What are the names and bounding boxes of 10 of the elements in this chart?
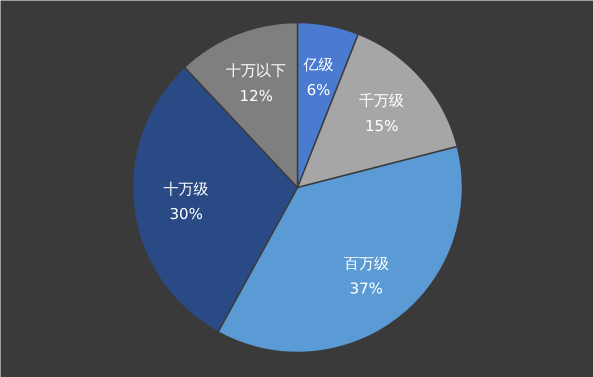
slice-label: 十万级	[164, 180, 209, 198]
slice-label: 百万级	[344, 254, 389, 273]
slice-label: 十万以下	[226, 62, 286, 80]
data-label: 37%	[350, 280, 383, 298]
data-label: 12%	[240, 86, 273, 105]
data-label: 30%	[170, 205, 203, 224]
data-label: 6%	[306, 80, 330, 99]
data-label: 15%	[364, 116, 398, 135]
slice-label: 亿级	[302, 56, 334, 74]
slice-label: 千万级	[359, 92, 404, 110]
